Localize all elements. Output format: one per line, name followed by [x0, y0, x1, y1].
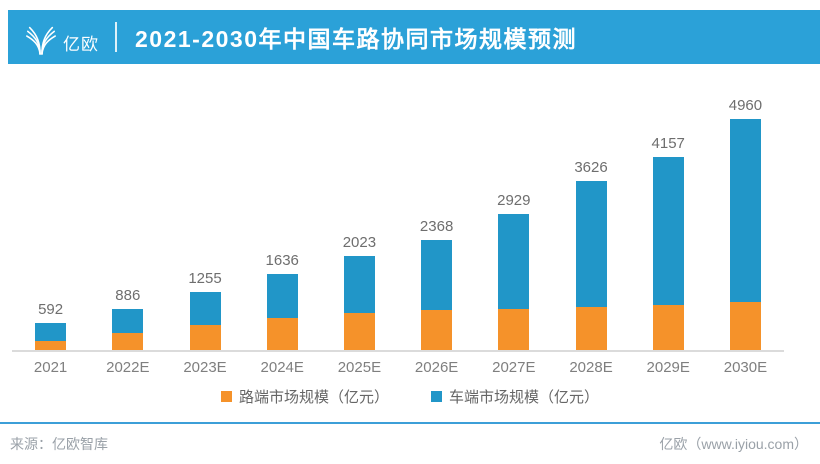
bar-group: 4157: [630, 92, 707, 350]
x-axis: 2021 2022E 2023E 2024E 2025E 2026E 2027E 2028E 2…: [12, 359, 784, 376]
bar-group: 2023: [321, 92, 398, 350]
brand-text: 亿欧（www.iyiou.com）: [659, 436, 808, 452]
logo-wordmark: 亿欧: [63, 34, 99, 54]
bar-segment-vehicle: [575, 181, 607, 307]
bar-group: 1636: [244, 92, 321, 350]
x-axis-label: 2024E: [260, 359, 304, 376]
bar-value-label: 2023: [342, 233, 377, 251]
bar-value-label: 4960: [728, 97, 763, 115]
x-axis-label: 2028E: [569, 359, 613, 376]
bar-segment-vehicle: [652, 156, 684, 305]
bar-segment-vehicle: [266, 273, 298, 318]
bar-value-label: 592: [38, 300, 64, 318]
x-axis-label: 2022E: [106, 359, 150, 376]
x-axis-label: 2021: [33, 359, 68, 376]
bar-group: 1255: [166, 92, 243, 350]
legend-swatch-roadside: [220, 391, 232, 402]
page-title: 2021-2030年中国车路协同市场规模预测: [135, 26, 577, 52]
stacked-bar-chart: 592 886 1255 1636 2023 2368 2929 3626 4157 4960 2…: [12, 92, 784, 380]
bar-segment-roadside: [266, 317, 298, 350]
bar-group: 2368: [398, 92, 475, 350]
bar-value-label: 1636: [265, 251, 299, 269]
x-axis-label: 2023E: [183, 359, 227, 376]
bar-segment-roadside: [343, 313, 375, 350]
bar-segment-vehicle: [729, 119, 761, 303]
bar-segment-roadside: [421, 309, 453, 350]
bar-segment-vehicle: [421, 239, 453, 310]
bar-segment-vehicle: [35, 322, 67, 341]
bar-value-label: 4157: [651, 134, 685, 152]
yiou-logo-icon: [26, 26, 56, 55]
bar-segment-roadside: [35, 340, 67, 350]
footer-divider-line: [0, 422, 820, 424]
x-axis-label: 2026E: [414, 359, 459, 376]
header-divider: [115, 22, 117, 52]
bar-value-label: 2929: [497, 191, 531, 209]
x-axis-label: 2030E: [723, 359, 768, 376]
bar-value-label: 3626: [574, 159, 608, 177]
bar-segment-roadside: [575, 307, 607, 350]
chart-legend: 路端市场规模（亿元） 车端市场规模（亿元）: [0, 386, 820, 407]
legend-item-roadside: 路端市场规模（亿元）: [220, 386, 389, 407]
bar-value-label: 2368: [419, 217, 454, 235]
bar-group: 2929: [475, 92, 552, 350]
legend-label-vehicle: 车端市场规模（亿元）: [449, 389, 600, 406]
bar-group: 4960: [707, 92, 784, 350]
x-axis-label: 2027E: [492, 359, 536, 376]
bar-segment-roadside: [498, 308, 530, 350]
bar-group: 886: [89, 92, 166, 350]
x-axis-label: 2029E: [646, 359, 690, 376]
legend-label-roadside: 路端市场规模（亿元）: [238, 389, 389, 406]
bar-value-label: 1255: [188, 269, 222, 287]
bar-segment-vehicle: [189, 291, 221, 325]
bar-segment-roadside: [729, 302, 761, 350]
plot-area: 592 886 1255 1636 2023 2368 2929 3626 4157 4960: [12, 92, 784, 352]
legend-item-vehicle: 车端市场规模（亿元）: [431, 386, 599, 407]
bar-value-label: 886: [115, 286, 141, 304]
bar-group: 592: [12, 92, 89, 350]
source-text: 来源：亿欧智库: [10, 436, 108, 452]
bar-segment-roadside: [652, 304, 684, 350]
bar-segment-roadside: [189, 324, 221, 350]
bar-segment-roadside: [112, 333, 144, 350]
x-axis-label: 2025E: [337, 359, 382, 376]
bar-segment-vehicle: [112, 308, 144, 333]
bar-segment-vehicle: [498, 213, 530, 309]
bar-segment-vehicle: [343, 255, 375, 313]
header-banner: 亿欧 2021-2030年中国车路协同市场规模预测: [8, 10, 820, 64]
bar-group: 3626: [552, 92, 629, 350]
legend-swatch-vehicle: [431, 391, 442, 402]
